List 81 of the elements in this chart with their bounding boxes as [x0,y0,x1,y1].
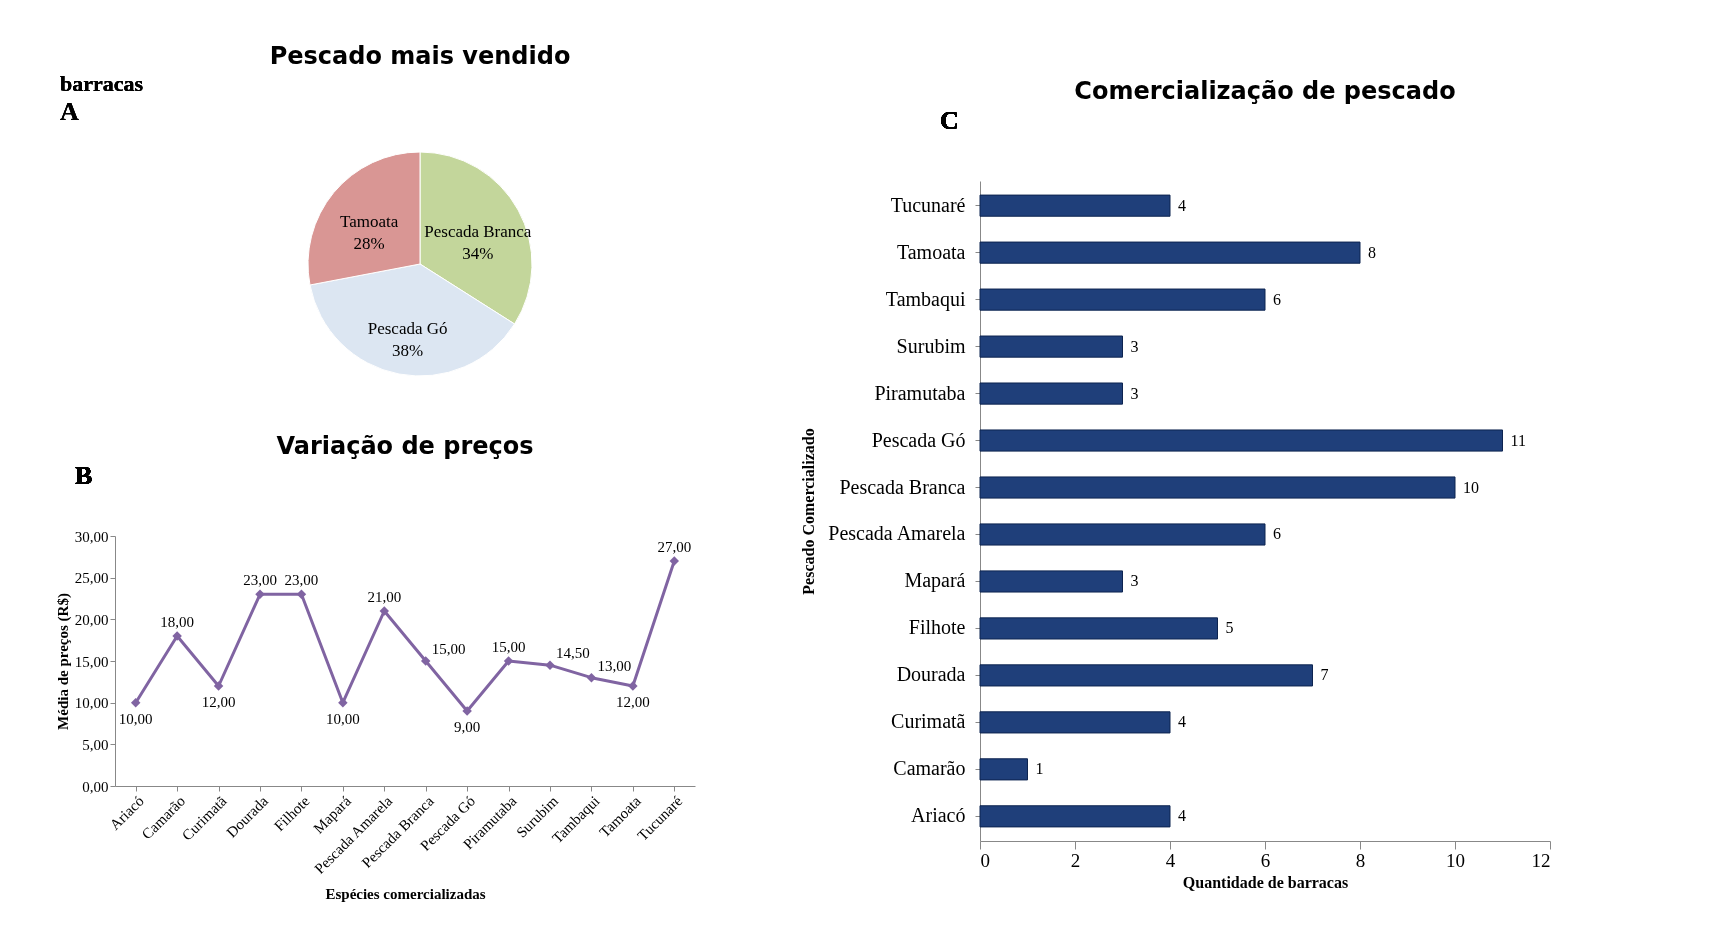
data-label: 34% [462,244,494,264]
data-label: 4 [1178,196,1186,214]
y-tick-label: Tambaqui [885,287,966,311]
y-tick-label: 20,00 [74,611,109,628]
data-label: 15,00 [431,641,466,657]
x-tick-label: 2 [1070,849,1081,871]
y-tick-label: 30,00 [74,528,109,545]
data-label: 11 [1510,431,1526,449]
y-tick-label: 10,00 [74,695,109,712]
chart-title: Pescado mais vendido [269,42,571,70]
point [420,656,431,666]
text: B [75,461,93,490]
text: A [60,97,79,126]
y-tick-label: Camarão [893,757,966,780]
data-label: 18,00 [160,614,195,630]
point [379,606,390,616]
y-tick-label: Pescada Branca [839,475,966,498]
text: C [940,106,959,135]
data-label: 14,50 [556,645,590,662]
x-tick-label: 8 [1355,849,1366,871]
point [669,556,680,566]
data-label: 3 [1130,572,1139,590]
x-tick-label: 6 [1260,849,1271,871]
y-tick-label: 5,00 [82,736,109,753]
data-label: 9,00 [454,719,481,735]
chart-title: Comercialização de pescado [1074,77,1456,105]
data-label: 1 [1035,760,1044,778]
x-tick-label: 4 [1165,849,1176,871]
x-axis-title: Quantidade de barracas [1182,873,1349,891]
data-label: 28% [353,233,385,253]
data-label: 10,00 [325,710,360,727]
data-label: 5 [1225,619,1234,637]
y-tick-label: Curimatã [891,710,966,733]
y-tick-label: Piramutaba [874,381,966,404]
y-tick-label: 0,00 [82,778,109,795]
y-axis-title: Média de preços (R$) [54,593,72,730]
data-label: 15,00 [491,639,526,655]
y-tick-label: Mapará [904,569,966,593]
data-label: 38% [392,340,424,360]
x-tick-label: 0 [980,849,990,871]
data-label: 12,00 [201,694,236,710]
x-tick-label: 12 [1531,849,1551,871]
y-tick-label: Filhote [908,616,966,639]
data-label: 13,00 [597,657,632,674]
point [296,589,307,600]
data-label: 7 [1320,666,1329,684]
slice-label: Pescada Branca [424,222,532,242]
text: barracas [60,71,144,96]
point [130,697,141,708]
slice-label: Tamoata [340,211,399,231]
y-tick-label: 15,00 [74,653,109,670]
point [213,681,224,691]
data-label: 8 [1368,243,1376,261]
y-tick-label: Tamoata [896,240,966,263]
y-tick-label: Dourada [896,663,966,686]
point [255,589,265,600]
y-tick-label: Pescada Amarela [828,522,966,545]
data-label: 10 [1463,478,1479,496]
x-axis-title: Espécies comercializadas [325,886,486,903]
y-tick-label: Surubim [896,334,966,357]
point [503,656,514,666]
data-label: 12,00 [615,694,650,710]
y-tick-label: Pescada Gó [871,428,966,451]
point [338,697,348,708]
data-label: 27,00 [657,539,692,555]
data-label: 4 [1178,713,1186,731]
x-tick-label: 10 [1446,849,1465,871]
slice-label: Pescada Gó [367,318,448,338]
data-label: 3 [1130,384,1139,402]
data-label: 23,00 [284,572,319,589]
data-label: 3 [1130,337,1139,355]
y-tick-label: 25,00 [74,570,109,587]
data-label: 23,00 [243,572,277,589]
data-label: 6 [1273,290,1281,308]
data-label: 10,00 [118,710,153,727]
data-label: 6 [1273,525,1281,543]
data-label: 21,00 [367,589,402,605]
point [586,672,597,683]
y-axis-title: Pescado Comercializado [800,428,818,595]
y-tick-label: Tucunaré [890,193,966,216]
chart-title: Variação de preços [276,432,534,460]
